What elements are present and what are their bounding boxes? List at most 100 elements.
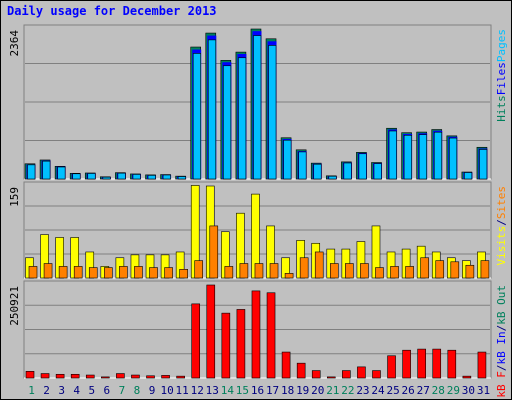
legend-entry: kB In [495,331,508,364]
bar-pages-day-17 [268,45,277,180]
bar-pages-day-12 [192,53,202,180]
bar-sites-day-19 [299,257,309,279]
x-tick-label-day-25: 25 [386,384,399,397]
bar-pages-day-7 [117,172,126,180]
bar-pages-day-22 [343,162,352,180]
chart-title: Daily usage for December 2013 [7,4,217,18]
bar-pages-day-24 [373,163,382,180]
bar-kbf-day-31 [477,351,487,379]
bar-kbf-day-11 [176,375,185,379]
bar-sites-day-16 [254,263,264,279]
x-tick-label-day-21: 21 [326,384,339,397]
bar-sites-day-29 [450,261,460,279]
bar-kbf-day-8 [131,374,140,379]
bar-pages-day-9 [147,175,156,180]
bar-sites-day-12 [194,260,204,279]
bar-pages-day-29 [449,137,458,180]
bar-kbf-day-29 [447,349,457,379]
x-tick-label-day-28: 28 [432,384,445,397]
bar-kbf-day-27 [417,348,426,379]
bar-pages-day-30 [464,172,473,180]
bar-sites-day-4 [73,266,83,279]
bar-pages-day-16 [253,35,262,180]
bar-pages-day-13 [207,39,217,180]
x-tick-label-day-30: 30 [462,384,475,397]
legend-entry: kB F [495,371,508,398]
bar-pages-day-25 [388,130,397,180]
bar-sites-day-22 [345,263,354,279]
bar-pages-day-3 [57,166,66,180]
bar-kbf-day-16 [251,290,261,379]
bar-sites-day-30 [465,264,475,279]
x-tick-label-day-11: 11 [176,384,189,397]
bar-kbf-day-6 [101,376,110,379]
x-tick-label-day-4: 4 [73,384,80,397]
legend-entry: Files [495,62,508,95]
bar-kbf-day-2 [40,373,50,379]
bar-kbf-day-30 [462,375,472,379]
bar-kbf-day-5 [85,374,95,379]
x-tick-label-day-16: 16 [251,384,264,397]
x-tick-label-day-14: 14 [221,384,235,397]
bar-sites-day-28 [435,260,445,279]
legend-entry: / [495,365,508,372]
x-tick-label-day-8: 8 [134,384,141,397]
bar-sites-day-17 [269,263,279,279]
bar-pages-day-27 [418,134,427,180]
bar-sites-day-6 [104,267,113,279]
bar-pages-day-20 [313,163,322,180]
bar-kbf-day-12 [191,303,201,379]
x-tick-label-day-17: 17 [266,384,279,397]
bar-pages-day-18 [283,139,292,180]
bar-pages-day-5 [87,173,96,180]
bar-pages-day-23 [358,153,367,180]
bar-sites-day-1 [28,266,38,279]
bar-sites-day-20 [314,251,324,279]
x-tick-label-day-27: 27 [417,384,430,397]
x-tick-label-day-12: 12 [191,384,204,397]
legend-entry: kB Out [495,285,508,325]
bar-sites-day-18 [284,273,294,279]
bar-pages-day-1 [27,164,36,180]
bar-sites-day-9 [149,267,158,279]
x-tick-label-day-26: 26 [402,384,415,397]
bar-pages-day-19 [298,151,307,180]
bar-sites-day-13 [209,225,219,279]
bar-sites-day-8 [134,266,143,279]
bar-kbf-day-4 [70,373,80,379]
legend-entry: Pages [495,29,508,62]
panel-3-legend: kB F/kB In/kB Out [495,285,508,398]
bar-sites-day-10 [164,267,173,279]
x-tick-label-day-7: 7 [119,384,126,397]
bar-sites-day-21 [329,263,339,279]
x-tick-label-day-13: 13 [206,384,219,397]
x-tick-label-day-15: 15 [236,384,249,397]
bar-sites-day-27 [420,257,429,279]
bar-sites-day-2 [43,263,53,279]
panel-3-ymax-label: 250921 [8,286,21,326]
panel-2-ymax-label: 159 [8,187,21,207]
x-tick-label-day-6: 6 [104,384,111,397]
x-tick-label-day-10: 10 [160,384,173,397]
bar-pages-day-4 [72,173,81,180]
legend-entry: Sites [495,186,508,219]
x-tick-label-day-22: 22 [341,384,354,397]
legend-entry: Visits [495,226,508,266]
bar-pages-day-8 [132,174,141,180]
bar-pages-day-21 [328,175,337,180]
x-tick-label-day-1: 1 [28,384,35,397]
bar-sites-day-7 [119,266,128,279]
x-tick-label-day-5: 5 [88,384,95,397]
panel-2-legend: Visits/Sites [495,186,508,266]
x-tick-label-day-2: 2 [43,384,50,397]
panel-1-legend: HitsFilesPages [495,29,508,122]
bar-kbf-day-17 [266,292,276,379]
x-tick-label-day-31: 31 [477,384,490,397]
bar-sites-day-31 [480,260,490,279]
bar-pages-day-6 [102,176,111,180]
bar-sites-day-11 [179,269,188,279]
bar-kbf-day-26 [402,349,411,379]
x-tick-label-day-20: 20 [311,384,324,397]
